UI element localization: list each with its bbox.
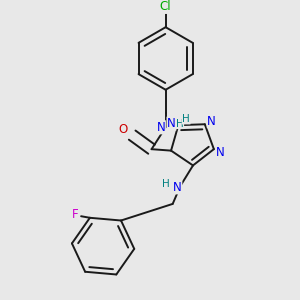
Text: N: N: [167, 117, 176, 130]
Text: N: N: [216, 146, 224, 159]
Text: N: N: [207, 115, 216, 128]
Text: H: H: [182, 114, 190, 124]
Text: N: N: [157, 121, 165, 134]
Text: H: H: [162, 179, 170, 189]
Text: O: O: [118, 123, 128, 136]
Text: H: H: [176, 118, 184, 128]
Text: F: F: [72, 208, 79, 220]
Text: Cl: Cl: [160, 0, 172, 14]
Text: N: N: [173, 181, 182, 194]
